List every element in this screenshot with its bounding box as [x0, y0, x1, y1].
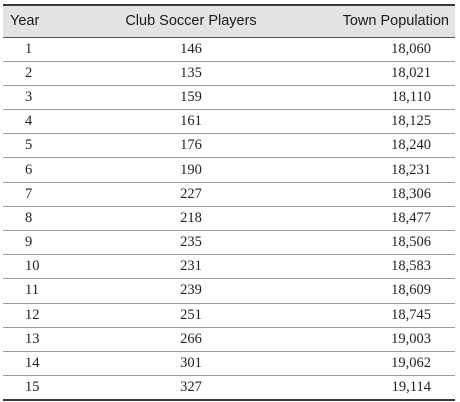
cell-population: 18,110: [391, 88, 431, 105]
table-row: 9 235 18,506: [3, 231, 455, 255]
cell-population: 18,021: [391, 64, 431, 81]
table-header: Year Club Soccer Players Town Population: [3, 4, 455, 38]
table-body: 1 146 18,060 2 135 18,021 3 159 18,110 4 161 18,125…: [3, 37, 455, 400]
table-row: 7 227 18,306: [3, 182, 455, 207]
cell-year: 14: [25, 355, 40, 372]
table-row: 2 135 18,021: [3, 61, 455, 86]
table-row: 8 218 18,477: [3, 206, 455, 231]
cell-population: 18,125: [391, 113, 431, 130]
cell-players: 327: [180, 378, 202, 395]
table-row: 4 161 18,125: [3, 110, 455, 134]
table-row: 11 239 18,609: [3, 279, 455, 304]
cell-players: 159: [180, 88, 202, 105]
table-row: 6 190 18,231: [3, 158, 455, 183]
cell-players: 227: [180, 185, 202, 202]
cell-year: 10: [25, 258, 40, 275]
cell-year: 8: [25, 209, 33, 226]
cell-year: 2: [25, 64, 33, 81]
table-row: 14 301 19,062: [3, 351, 455, 376]
cell-population: 19,114: [391, 378, 431, 395]
cell-players: 235: [180, 234, 202, 251]
cell-population: 18,060: [391, 40, 431, 57]
cell-year: 13: [25, 330, 40, 347]
cell-population: 18,506: [391, 234, 431, 251]
table-row: 1 146 18,060: [3, 37, 455, 62]
table-row: 12 251 18,745: [3, 303, 455, 328]
table-row: 13 266 19,003: [3, 327, 455, 352]
table-row: 15 327 19,114: [3, 376, 455, 400]
header-year: Year: [3, 4, 99, 38]
cell-players: 251: [180, 306, 202, 323]
cell-players: 266: [180, 330, 202, 347]
cell-players: 301: [180, 355, 202, 372]
cell-population: 18,609: [391, 282, 431, 299]
cell-year: 9: [25, 234, 33, 251]
cell-players: 135: [180, 64, 202, 81]
cell-population: 19,062: [391, 355, 431, 372]
header-row: Year Club Soccer Players Town Population: [3, 4, 455, 38]
cell-players: 239: [180, 282, 202, 299]
cell-year: 1: [25, 40, 33, 57]
cell-year: 5: [25, 137, 33, 154]
table-row: 10 231 18,583: [3, 255, 455, 279]
cell-players: 161: [180, 113, 202, 130]
cell-year: 3: [25, 88, 33, 105]
header-players: Club Soccer Players: [99, 4, 283, 38]
cell-year: 15: [25, 378, 40, 395]
cell-players: 176: [180, 137, 202, 154]
cell-population: 18,477: [391, 209, 431, 226]
soccer-population-table: Year Club Soccer Players Town Population…: [3, 4, 455, 401]
cell-population: 18,240: [391, 137, 431, 154]
cell-population: 18,231: [391, 161, 431, 178]
table-row: 3 159 18,110: [3, 85, 455, 110]
cell-population: 18,583: [391, 258, 431, 275]
cell-year: 12: [25, 306, 40, 323]
cell-players: 218: [180, 209, 202, 226]
cell-population: 18,306: [391, 185, 431, 202]
cell-population: 19,003: [391, 330, 431, 347]
data-table-container: Year Club Soccer Players Town Population…: [3, 4, 455, 401]
cell-players: 190: [180, 161, 202, 178]
cell-population: 18,745: [391, 306, 431, 323]
cell-year: 6: [25, 161, 33, 178]
cell-year: 11: [25, 282, 39, 299]
cell-players: 146: [180, 40, 202, 57]
cell-year: 4: [25, 113, 33, 130]
table-row: 5 176 18,240: [3, 134, 455, 158]
header-population: Town Population: [283, 4, 455, 38]
cell-players: 231: [180, 258, 202, 275]
cell-year: 7: [25, 185, 33, 202]
